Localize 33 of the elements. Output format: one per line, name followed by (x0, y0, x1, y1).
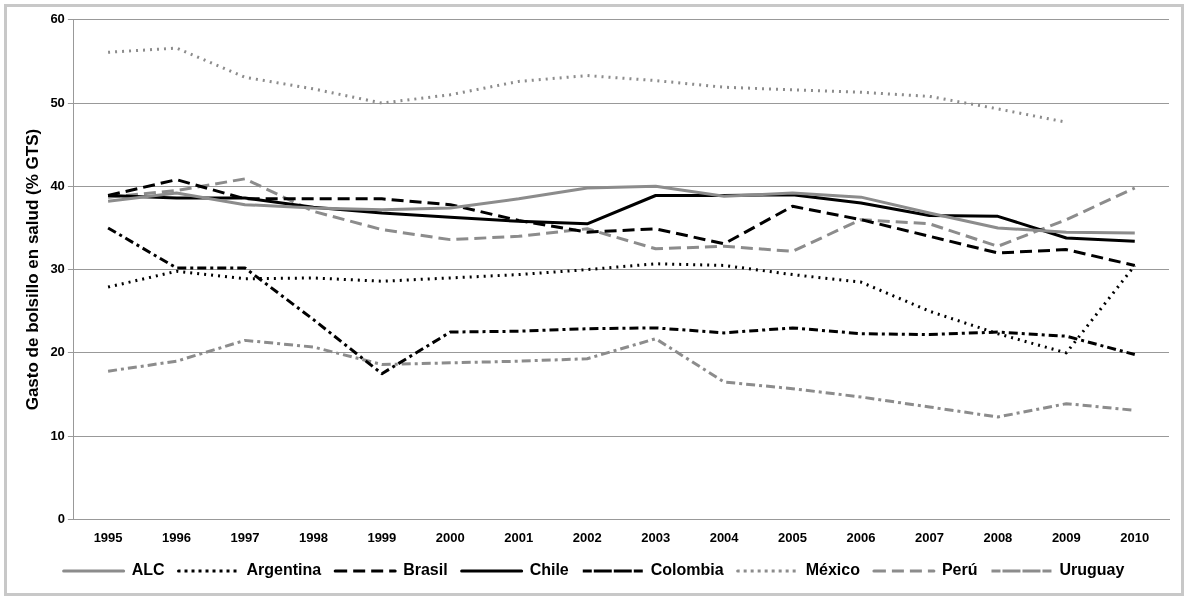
x-tick-label: 2000 (435, 529, 465, 545)
x-tick-label: 1998 (298, 529, 328, 545)
y-tick-label: 60 (50, 11, 65, 27)
x-tick-label: 2006 (846, 529, 876, 545)
legend-label: México (805, 561, 861, 579)
legend-label: Argentina (246, 561, 322, 579)
x-tick-label: 1996 (162, 529, 191, 545)
y-axis-title: Gasto de bolsillo en salud (% GTS) (22, 128, 42, 411)
y-tick-label: 10 (50, 427, 65, 443)
legend-label: Colombia (650, 561, 724, 579)
x-tick-label: 2008 (983, 529, 1013, 545)
legend-label: Chile (529, 561, 569, 579)
legend-label: Brasil (403, 561, 448, 579)
x-tick-label: 1997 (230, 529, 260, 545)
legend-label: ALC (131, 561, 165, 579)
legend-label: Uruguay (1059, 561, 1125, 579)
x-tick-label: 2007 (914, 529, 944, 545)
x-tick-label: 2003 (641, 529, 671, 545)
x-tick-label: 1999 (367, 529, 397, 545)
legend-label: Perú (941, 561, 978, 579)
y-tick-label: 40 (50, 177, 65, 193)
x-tick-label: 2009 (1051, 529, 1081, 545)
x-tick-label: 2004 (709, 529, 740, 545)
y-tick-label: 0 (57, 510, 65, 526)
y-tick-label: 30 (50, 261, 65, 277)
x-tick-label: 1995 (93, 529, 123, 545)
x-tick-label: 2002 (572, 529, 602, 545)
x-tick-label: 2001 (504, 529, 534, 545)
x-tick-label: 2010 (1120, 529, 1150, 545)
y-tick-label: 20 (50, 344, 65, 360)
y-tick-label: 50 (50, 94, 65, 110)
line-series (106, 177, 1137, 253)
x-tick-label: 2005 (778, 529, 808, 545)
